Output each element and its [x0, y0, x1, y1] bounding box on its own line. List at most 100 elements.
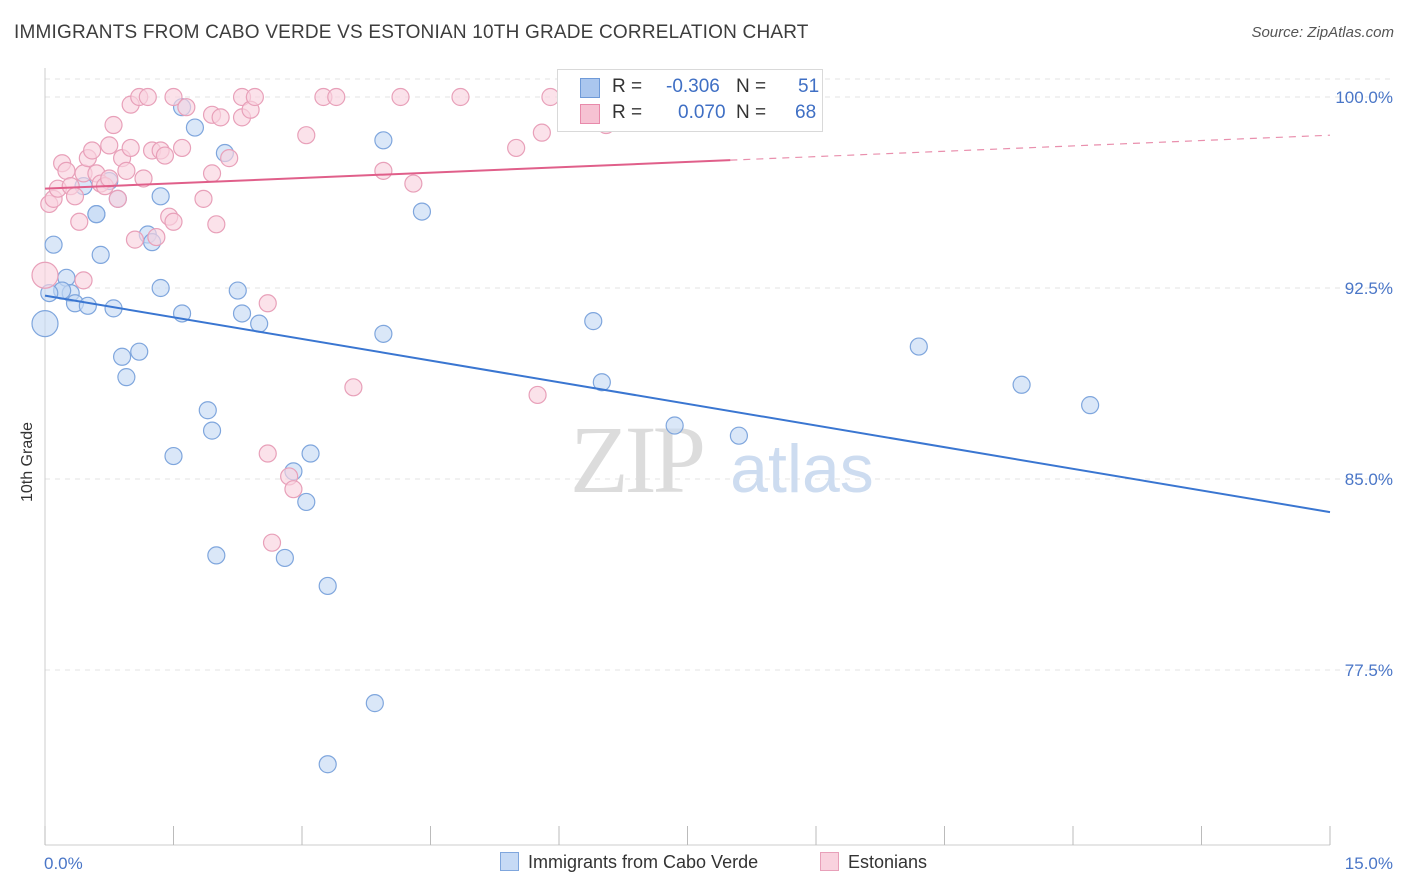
legend-n-label: N = [736, 76, 767, 97]
estonians-trend-line-extension [730, 134, 1331, 161]
cabo-verde-point [44, 235, 63, 254]
cabo-verde-point [228, 281, 247, 300]
estonians-point [164, 212, 183, 231]
estonians-point [245, 87, 264, 107]
estonians-point [258, 444, 277, 463]
cabo-verde-point [1081, 396, 1100, 415]
data-points [31, 87, 1100, 774]
series-legend-cabo-verde: Immigrants from Cabo Verde [500, 852, 758, 873]
estonians-point [100, 136, 119, 155]
estonians-point [404, 174, 423, 193]
correlation-legend: R = -0.306 N = 51 R = 0.070 N = 68 [557, 69, 823, 132]
watermark: ZIP atlas [570, 406, 874, 513]
x-tick-label: 15.0% [1345, 854, 1393, 873]
estonians-point [202, 164, 222, 183]
x-tick-label: 0.0% [44, 854, 83, 873]
cabo-verde-point [198, 401, 217, 420]
cabo-verde-point [297, 492, 316, 512]
estonians-point [297, 126, 316, 145]
cabo-verde-point [232, 304, 252, 323]
estonians-point [134, 169, 153, 188]
legend-r-label: R = [612, 76, 643, 97]
cabo-verde-point [318, 755, 337, 774]
estonians-point [194, 189, 213, 208]
estonians-point [138, 87, 157, 107]
estonians-point [104, 115, 123, 135]
estonians-point [83, 141, 102, 160]
chart-title: IMMIGRANTS FROM CABO VERDE VS ESTONIAN 1… [14, 22, 809, 43]
chart-source: Source: ZipAtlas.com [1251, 24, 1394, 41]
estonians-point [207, 215, 226, 234]
estonians-point [108, 189, 127, 208]
tick-labels: 77.5% 85.0% 92.5% 100.0% 0.0% 15.0% [44, 88, 1393, 873]
cabo-verde-point [374, 131, 393, 150]
cabo-verde-point [164, 446, 183, 466]
watermark-zip: ZIP [570, 406, 703, 513]
cabo-verde-point [592, 373, 611, 392]
estonians-point [374, 161, 393, 180]
estonians-point [220, 149, 239, 168]
legend-r-label: R = [612, 102, 643, 123]
gridlines [45, 78, 1392, 671]
cabo-verde-point [318, 576, 337, 596]
legend-n-value: 51 [798, 76, 820, 97]
estonians-point [532, 123, 551, 142]
cabo-verde-point [78, 296, 97, 315]
legend-r-value: -0.306 [666, 76, 720, 97]
trend-lines [44, 134, 1331, 514]
series-swatch-pink [820, 852, 839, 871]
estonians-point [147, 227, 166, 247]
estonians-point [327, 87, 346, 107]
cabo-verde-point [301, 444, 320, 463]
estonians-point [100, 169, 119, 188]
watermark-atlas: atlas [730, 431, 874, 507]
cabo-verde-point [151, 187, 170, 206]
estonians-point [284, 480, 303, 499]
cabo-verde-point [365, 694, 384, 713]
cabo-verde-point [112, 347, 132, 366]
cabo-verde-point [374, 324, 393, 343]
estonians-point [31, 261, 59, 289]
cabo-verde-point [665, 416, 684, 435]
legend-swatch-pink [580, 104, 600, 124]
estonians-point [57, 161, 76, 180]
cabo-verde-point [729, 426, 749, 445]
estonians-point [258, 294, 277, 313]
estonians-point [121, 138, 140, 158]
cabo-verde-point [117, 368, 136, 387]
estonians-point [155, 146, 175, 165]
estonians-point [125, 230, 145, 249]
legend-r-value: 0.070 [678, 102, 726, 123]
cabo-verde-point [130, 342, 149, 361]
legend-n-value: 68 [795, 102, 817, 123]
series-label: Estonians [848, 852, 928, 872]
estonians-point [65, 187, 85, 206]
cabo-verde-point [909, 337, 928, 356]
cabo-verde-point [1012, 375, 1031, 394]
cabo-verde-point [207, 546, 226, 565]
estonians-point [164, 87, 183, 107]
estonians-point [117, 161, 136, 180]
cabo-verde-point [412, 202, 432, 221]
cabo-verde-point [91, 245, 110, 264]
cabo-verde-point [584, 312, 603, 331]
estonians-point [211, 108, 230, 127]
estonians-trend-line [44, 159, 731, 190]
cabo-verde-point [31, 310, 59, 338]
y-tick-label: 85.0% [1345, 470, 1393, 489]
estonians-point [451, 87, 470, 107]
cabo-verde-point [202, 421, 222, 440]
estonians-point [507, 138, 526, 158]
legend-n-label: N = [736, 102, 767, 123]
y-tick-label: 100.0% [1335, 88, 1393, 107]
estonians-point [391, 87, 410, 107]
cabo-verde-point [87, 205, 106, 224]
cabo-verde-point [151, 278, 170, 298]
cabo-verde-point [185, 118, 205, 137]
estonians-point [262, 533, 282, 552]
estonians-point [172, 138, 192, 158]
estonians-point [528, 385, 547, 405]
estonians-point [344, 378, 363, 397]
estonians-point [177, 98, 196, 117]
